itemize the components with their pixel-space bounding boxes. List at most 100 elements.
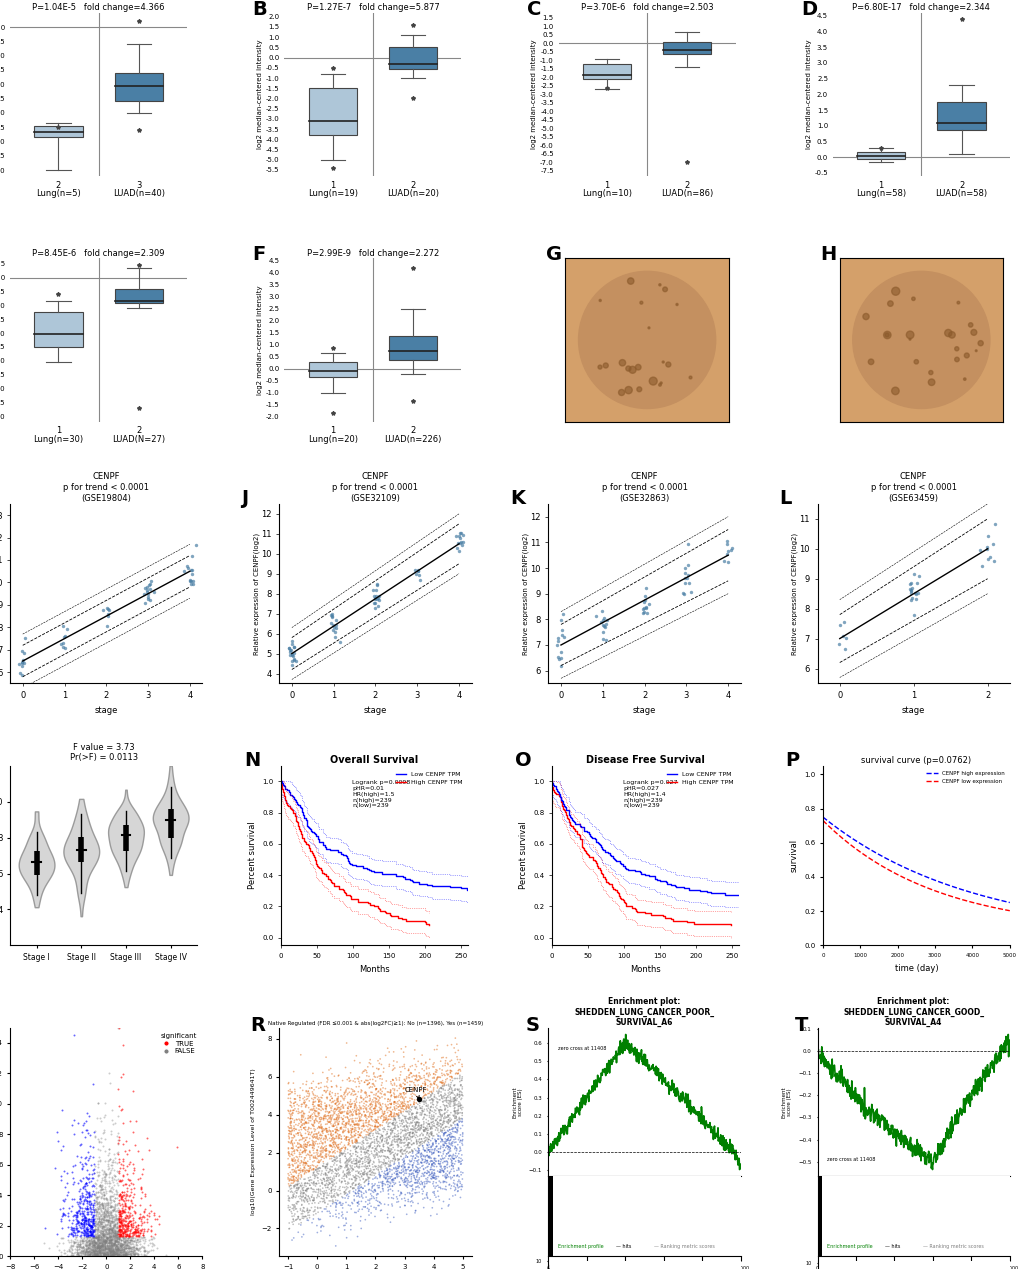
Point: [390, 1117, 407, 1137]
Point: [422, 1099, 438, 1119]
Point: [97, 1230, 113, 1250]
Point: [96, 1207, 112, 1227]
Point: [447, 1103, 464, 1123]
Point: [283, 1132, 300, 1152]
Point: [79, 1232, 96, 1253]
Point: [443, 1067, 460, 1088]
Point: [436, 1095, 452, 1115]
Point: [388, 1080, 405, 1100]
Point: [296, 1093, 312, 1113]
Point: [81, 1148, 97, 1169]
Point: [424, 1151, 440, 1171]
Point: [387, 1148, 404, 1169]
Point: [110, 1227, 126, 1247]
Point: [356, 1137, 372, 1157]
Point: [111, 1244, 127, 1264]
Point: [106, 1231, 122, 1251]
Point: [308, 1109, 324, 1129]
Point: [414, 1101, 430, 1122]
Point: [113, 1235, 129, 1255]
Point: [95, 1242, 111, 1263]
Point: [83, 1216, 99, 1236]
Point: [289, 1175, 306, 1195]
Point: [103, 1227, 119, 1247]
Point: [448, 1114, 465, 1134]
Point: [116, 1183, 132, 1203]
Point: [317, 1119, 333, 1140]
Point: [425, 1164, 441, 1184]
Point: [106, 1233, 122, 1254]
Point: [380, 1127, 396, 1147]
Point: [435, 1090, 451, 1110]
Point: [329, 1151, 345, 1171]
Point: [115, 1239, 131, 1259]
Point: [394, 1170, 411, 1190]
Point: [109, 1236, 125, 1256]
Point: [415, 1114, 431, 1134]
Point: [905, 563, 921, 584]
Point: [453, 1108, 470, 1128]
Point: [433, 1088, 449, 1108]
Point: [394, 1159, 411, 1179]
Point: [313, 1096, 329, 1117]
Point: [445, 1173, 462, 1193]
Point: [326, 1129, 342, 1150]
Point: [307, 1100, 323, 1121]
Point: [444, 1132, 461, 1152]
Point: [109, 1194, 125, 1214]
Point: [337, 1121, 354, 1141]
Point: [289, 1115, 306, 1136]
Point: [97, 1232, 113, 1253]
Point: [95, 1244, 111, 1264]
Point: [292, 1124, 309, 1145]
Point: [50, 1131, 66, 1151]
Point: [109, 1175, 125, 1195]
Point: [312, 1176, 328, 1197]
Point: [410, 1138, 426, 1159]
Point: [90, 1213, 106, 1233]
Point: [331, 1128, 347, 1148]
Point: [87, 1228, 103, 1249]
Point: [410, 1090, 426, 1110]
Point: [439, 1121, 455, 1141]
Point: [297, 1155, 313, 1175]
Point: [447, 1122, 464, 1142]
Point: [281, 1175, 298, 1195]
Point: [415, 1074, 431, 1094]
Point: [391, 1100, 408, 1121]
Point: [405, 1147, 421, 1167]
Point: [345, 1173, 362, 1193]
Point: [77, 1230, 94, 1250]
Point: [109, 1237, 125, 1258]
Point: [113, 1220, 129, 1240]
Point: [109, 1217, 125, 1237]
Point: [552, 648, 569, 669]
Point: [283, 1121, 300, 1141]
Point: [127, 1221, 144, 1241]
Point: [337, 1115, 354, 1136]
Point: [290, 1174, 307, 1194]
Point: [105, 1212, 121, 1232]
Point: [13, 654, 30, 674]
Point: [435, 1124, 451, 1145]
Point: [350, 1133, 366, 1154]
Point: [394, 1143, 411, 1164]
Point: [311, 1112, 327, 1132]
Point: [123, 1236, 140, 1256]
Point: [374, 1129, 390, 1150]
Point: [450, 1143, 467, 1164]
Point: [292, 1103, 309, 1123]
Point: [297, 1162, 313, 1183]
Point: [100, 1146, 116, 1166]
Point: [103, 1202, 119, 1222]
Point: [118, 1223, 135, 1244]
Point: [285, 1176, 302, 1197]
Point: [94, 1212, 110, 1232]
Point: [286, 1170, 303, 1190]
Point: [117, 1246, 133, 1266]
Point: [102, 1246, 118, 1266]
Point: [84, 1225, 100, 1245]
Point: [112, 1246, 128, 1266]
Point: [384, 1180, 400, 1200]
Point: [405, 1165, 421, 1185]
